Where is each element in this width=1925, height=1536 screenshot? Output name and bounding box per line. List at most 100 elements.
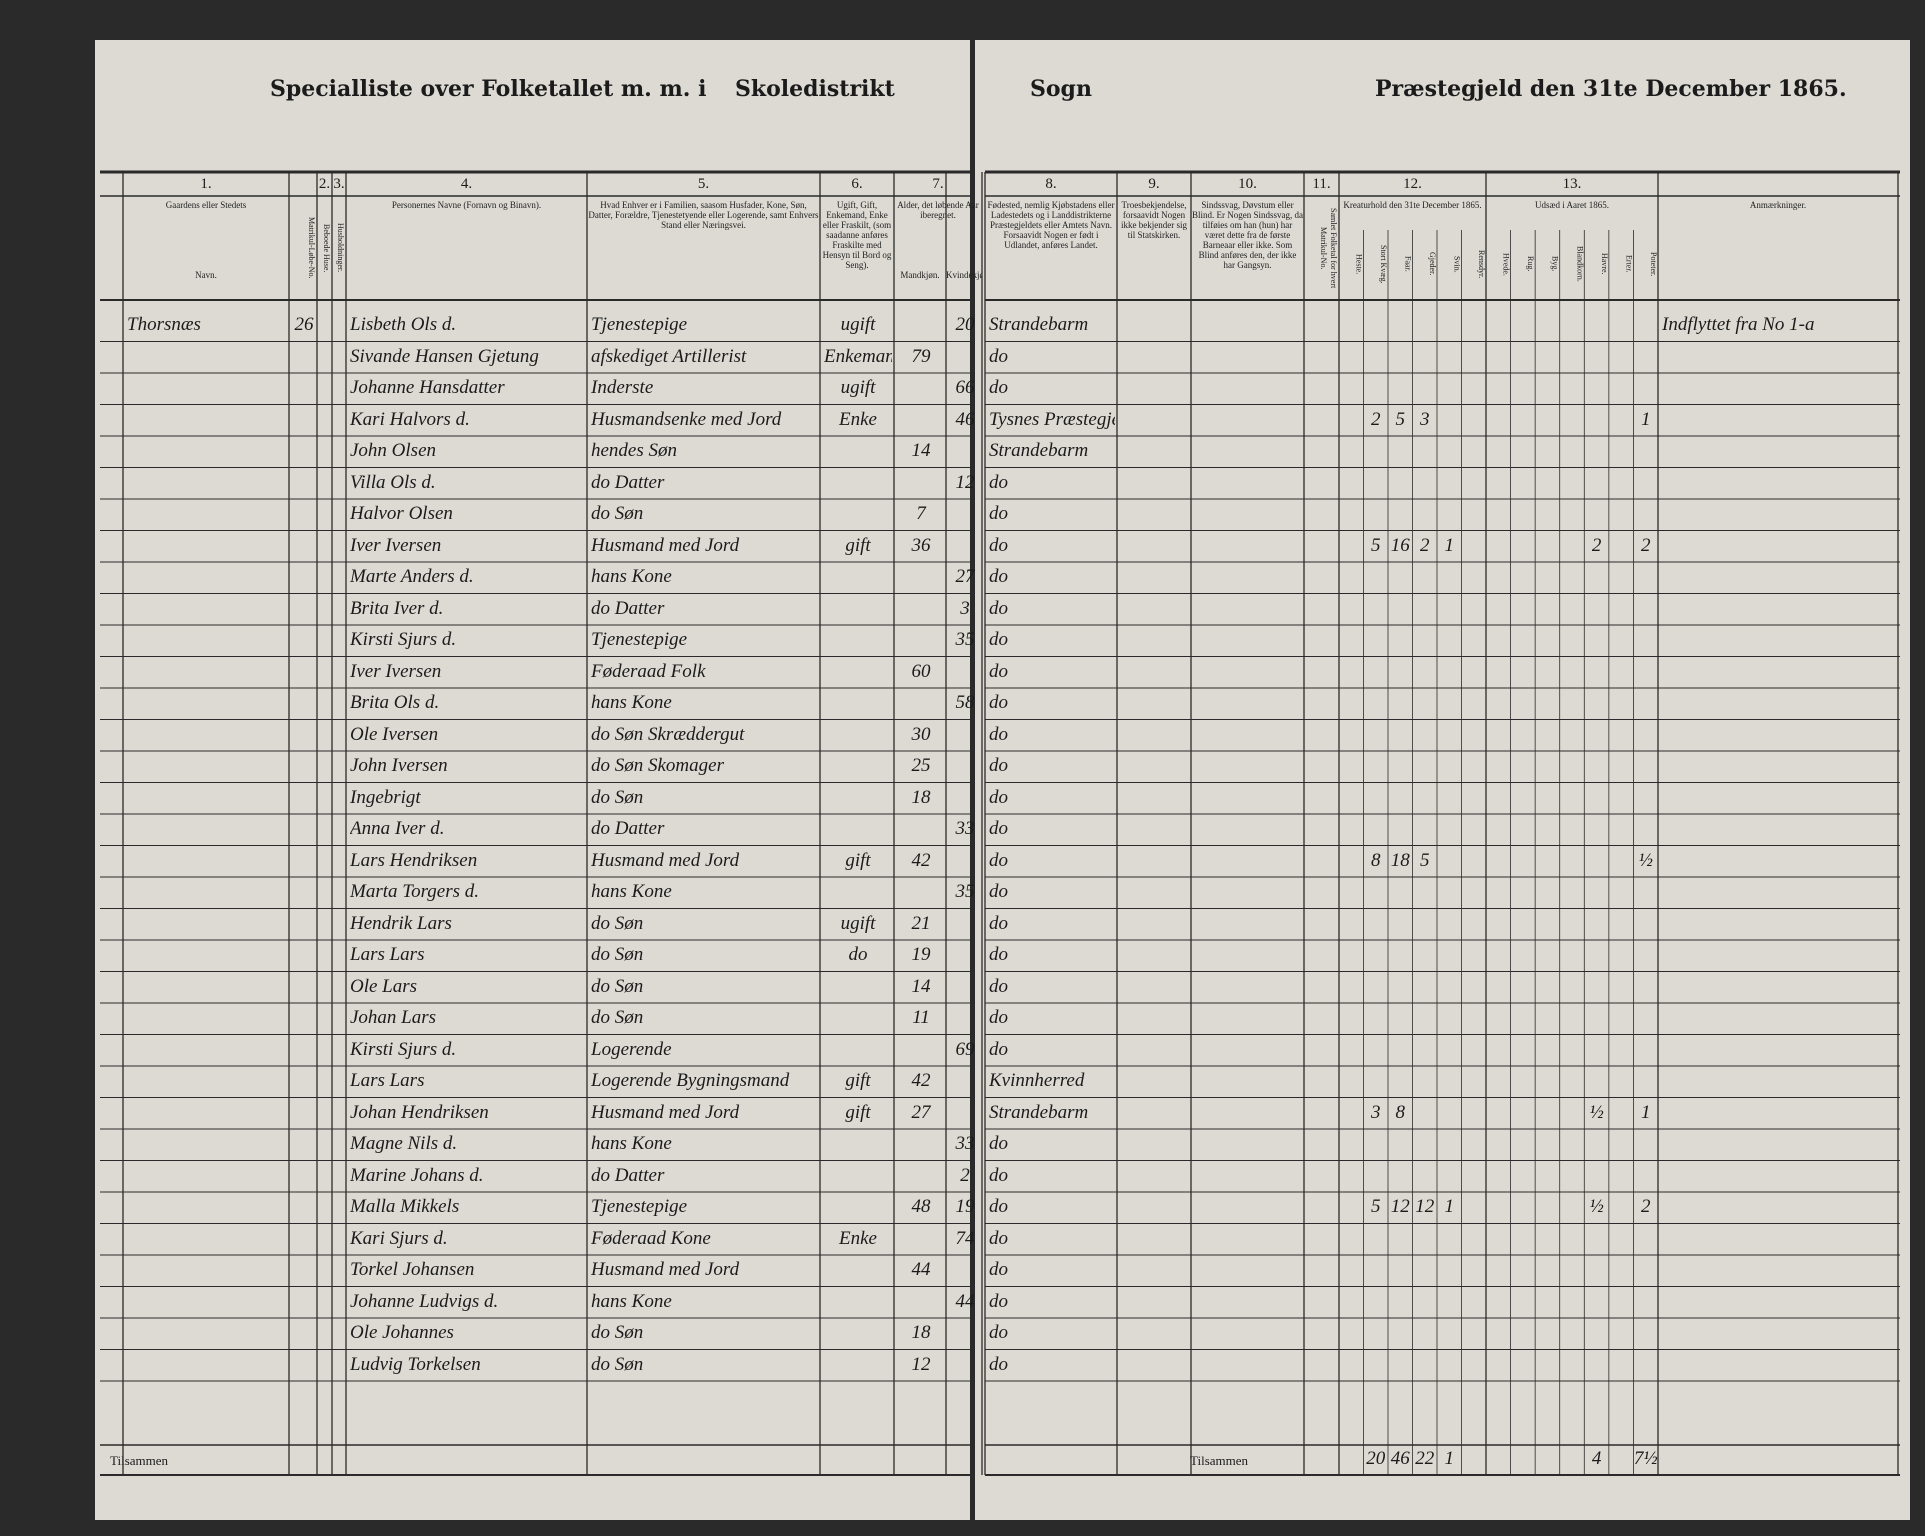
cell-birthplace: Tysnes Præstegjeld xyxy=(989,408,1115,430)
cell-occupation: do Datter xyxy=(591,597,665,619)
left-page xyxy=(95,40,970,1520)
cell-birthplace: do xyxy=(989,1353,1008,1375)
cell-livestock: 8 xyxy=(1395,1101,1406,1123)
column-header: Udsæd i Aaret 1865. xyxy=(1535,200,1609,210)
cell-occupation: do Søn xyxy=(591,975,644,997)
cell-occupation: Føderaad Kone xyxy=(591,1227,711,1249)
cell-name: John Iversen xyxy=(350,755,448,776)
cell-matr: 26 xyxy=(294,314,314,335)
cell-age_m: 11 xyxy=(912,1007,930,1028)
cell-age_f: 27 xyxy=(955,566,975,587)
column-header: Personernes Navne (Fornavn og Binavn). xyxy=(391,200,542,210)
cell-age_m: 21 xyxy=(911,912,931,934)
cell-crops: 2 xyxy=(1640,534,1651,556)
column-number: 9. xyxy=(1148,176,1160,192)
column-subheader: Faar. xyxy=(1403,256,1413,272)
cell-birthplace: do xyxy=(989,1038,1008,1060)
cell-age_m: 12 xyxy=(911,1353,931,1375)
column-number: 7. xyxy=(932,176,944,192)
right-page xyxy=(975,40,1910,1520)
column-number: 6. xyxy=(851,176,863,192)
cell-livestock: 5 xyxy=(1420,849,1430,871)
cell-name: Lars Lars xyxy=(350,1070,425,1091)
cell-age_m: 36 xyxy=(911,534,931,556)
total-livestock: 1 xyxy=(1444,1448,1455,1469)
footer-label: Tilsammen xyxy=(110,1453,169,1468)
cell-occupation: Logerende xyxy=(591,1038,672,1060)
cell-name: Ludvig Torkelsen xyxy=(350,1353,481,1375)
cell-birthplace: Strandebarm xyxy=(989,1101,1089,1123)
cell-name: Marine Johans d. xyxy=(350,1164,484,1186)
cell-birthplace: do xyxy=(989,849,1008,871)
column-number: 11. xyxy=(1312,176,1331,192)
column-subheader: Hvede. xyxy=(1501,252,1511,276)
cell-birthplace: do xyxy=(989,566,1008,587)
cell-birthplace: do xyxy=(989,1322,1008,1343)
cell-occupation: do Datter xyxy=(591,471,665,493)
cell-age_f: 35 xyxy=(955,881,975,902)
cell-age_m: 14 xyxy=(911,440,931,461)
cell-birthplace: do xyxy=(989,944,1008,965)
cell-age_m: 42 xyxy=(911,849,931,871)
cell-livestock: 5 xyxy=(1395,408,1406,430)
cell-name: Sivande Hansen Gjetung xyxy=(350,345,539,367)
cell-birthplace: do xyxy=(989,912,1008,934)
cell-birthplace: do xyxy=(989,345,1008,367)
cell-age_f: 3 xyxy=(960,597,970,619)
cell-name: Halvor Olsen xyxy=(350,503,453,524)
cell-age_m: 42 xyxy=(911,1070,931,1091)
cell-birthplace: do xyxy=(989,597,1008,619)
cell-livestock: 18 xyxy=(1390,849,1410,871)
cell-occupation: do Søn xyxy=(591,1322,644,1343)
cell-birthplace: do xyxy=(989,1227,1008,1249)
cell-name: Magne Nils d. xyxy=(350,1133,458,1154)
cell-occupation: do Søn xyxy=(591,786,644,808)
total-crops: 7½ xyxy=(1633,1448,1658,1469)
cell-civil: gift xyxy=(845,1070,871,1091)
cell-birthplace: do xyxy=(989,975,1008,997)
cell-birthplace: Strandebarm xyxy=(989,314,1089,335)
cell-crops: ½ xyxy=(1589,1101,1604,1123)
cell-name: Lars Hendriksen xyxy=(350,849,478,871)
cell-occupation: Husmand med Jord xyxy=(591,534,740,556)
cell-remarks: Indflyttet fra No 1-a xyxy=(1662,314,1815,335)
cell-age_f: 35 xyxy=(955,629,975,650)
column-number: 13. xyxy=(1562,176,1582,192)
cell-age_f: 58 xyxy=(955,692,975,713)
cell-civil: do xyxy=(848,944,868,965)
right-title: Præstegjeld den 31te December 1865. xyxy=(1375,76,1847,102)
cell-age_m: 18 xyxy=(911,1322,931,1343)
cell-occupation: hans Kone xyxy=(591,1290,672,1312)
cell-livestock: 16 xyxy=(1390,534,1410,556)
cell-name: Marte Anders d. xyxy=(350,566,474,587)
cell-occupation: Logerende Bygningsmand xyxy=(591,1070,790,1091)
column-subheader: Gjeder. xyxy=(1428,252,1437,276)
total-crops: 4 xyxy=(1591,1448,1602,1469)
column-subheader: Byg. xyxy=(1550,256,1560,272)
cell-occupation: hans Kone xyxy=(591,1133,672,1154)
cell-birthplace: do xyxy=(989,471,1008,493)
cell-birthplace: do xyxy=(989,1164,1008,1186)
cell-occupation: Husmandsenke med Jord xyxy=(591,408,782,430)
column-number: 4. xyxy=(460,176,473,192)
cell-name: John Olsen xyxy=(350,440,437,461)
cell-livestock: 12 xyxy=(1390,1196,1410,1217)
cell-name: Johan Hendriksen xyxy=(350,1101,489,1123)
cell-name: Ole Iversen xyxy=(350,723,439,745)
cell-civil: ugift xyxy=(840,377,876,398)
cell-livestock: 1 xyxy=(1444,534,1455,556)
cell-civil: Enke xyxy=(839,1227,877,1249)
cell-age_m: 60 xyxy=(911,660,931,682)
cell-age_f: 44 xyxy=(955,1290,975,1312)
cell-age_m: 25 xyxy=(911,755,931,776)
cell-age_f: 69 xyxy=(955,1038,975,1060)
cell-livestock: 5 xyxy=(1371,534,1381,556)
cell-age_f: 2 xyxy=(960,1164,970,1186)
cell-name: Kari Sjurs d. xyxy=(350,1227,448,1249)
column-header: Anmærkninger. xyxy=(1749,200,1807,210)
cell-name: Iver Iversen xyxy=(350,534,442,556)
cell-crops: ½ xyxy=(1589,1196,1604,1217)
cell-occupation: Tjenestepige xyxy=(591,314,688,335)
cell-age_f: 33 xyxy=(955,818,975,839)
